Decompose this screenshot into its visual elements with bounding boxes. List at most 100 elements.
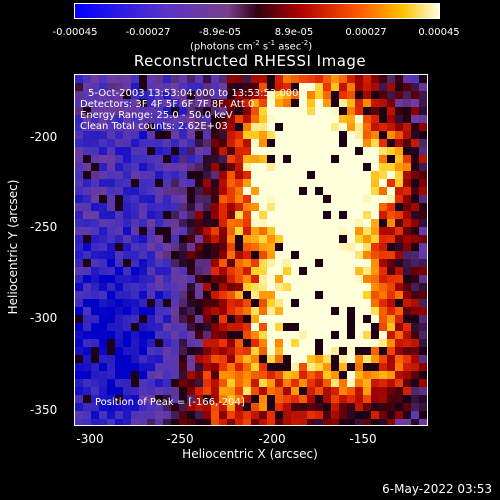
- image-pixel: [123, 227, 132, 236]
- image-pixel: [387, 147, 396, 156]
- image-pixel: [155, 339, 164, 348]
- image-pixel: [363, 339, 372, 348]
- image-pixel: [355, 219, 364, 228]
- image-pixel: [219, 259, 228, 268]
- image-pixel: [411, 355, 420, 364]
- image-pixel: [299, 299, 308, 308]
- image-pixel: [163, 179, 172, 188]
- image-pixel: [107, 227, 116, 236]
- image-pixel: [123, 203, 132, 212]
- image-pixel: [419, 355, 427, 364]
- image-pixel: [131, 227, 140, 236]
- image-pixel: [387, 395, 396, 404]
- image-pixel: [331, 387, 340, 396]
- image-pixel: [363, 387, 372, 396]
- image-pixel: [323, 331, 332, 340]
- image-pixel: [123, 179, 132, 188]
- image-pixel: [307, 235, 316, 244]
- image-pixel: [195, 347, 204, 356]
- image-pixel: [419, 195, 427, 204]
- image-pixel: [347, 243, 356, 252]
- image-pixel: [259, 395, 268, 404]
- image-pixel: [403, 291, 412, 300]
- image-pixel: [291, 75, 300, 84]
- image-pixel: [347, 411, 356, 420]
- image-pixel: [323, 115, 332, 124]
- image-pixel: [251, 187, 260, 196]
- image-pixel: [419, 147, 427, 156]
- image-pixel: [171, 267, 180, 276]
- image-pixel: [107, 195, 116, 204]
- image-pixel: [83, 371, 92, 380]
- image-pixel: [155, 227, 164, 236]
- image-pixel: [371, 291, 380, 300]
- image-pixel: [99, 387, 108, 396]
- image-pixel: [219, 187, 228, 196]
- image-pixel: [347, 387, 356, 396]
- image-pixel: [179, 379, 188, 388]
- image-pixel: [219, 363, 228, 372]
- image-pixel: [83, 379, 92, 388]
- image-pixel: [155, 171, 164, 180]
- image-pixel: [75, 267, 84, 276]
- image-pixel: [179, 347, 188, 356]
- image-pixel: [315, 219, 324, 228]
- image-pixel: [347, 115, 356, 124]
- image-pixel: [411, 419, 420, 425]
- image-pixel: [251, 147, 260, 156]
- image-pixel: [123, 387, 132, 396]
- image-pixel: [91, 163, 100, 172]
- image-pixel: [91, 371, 100, 380]
- image-pixel: [227, 171, 236, 180]
- image-pixel: [131, 179, 140, 188]
- image-pixel: [115, 251, 124, 260]
- image-pixel: [83, 307, 92, 316]
- image-pixel: [219, 243, 228, 252]
- image-pixel: [307, 403, 316, 412]
- image-pixel: [299, 139, 308, 148]
- image-pixel: [379, 411, 388, 420]
- image-pixel: [227, 323, 236, 332]
- image-pixel: [403, 251, 412, 260]
- image-pixel: [395, 419, 404, 425]
- image-pixel: [283, 411, 292, 420]
- image-pixel: [139, 419, 148, 425]
- image-pixel: [379, 147, 388, 156]
- image-pixel: [139, 219, 148, 228]
- image-pixel: [403, 123, 412, 132]
- image-pixel: [283, 131, 292, 140]
- image-pixel: [99, 227, 108, 236]
- image-pixel: [419, 403, 427, 412]
- image-pixel: [83, 283, 92, 292]
- image-pixel: [75, 283, 84, 292]
- image-pixel: [83, 219, 92, 228]
- image-pixel: [115, 203, 124, 212]
- image-pixel: [99, 243, 108, 252]
- image-pixel: [347, 395, 356, 404]
- image-pixel: [131, 275, 140, 284]
- image-pixel: [107, 299, 116, 308]
- image-pixel: [155, 395, 164, 404]
- image-pixel: [75, 251, 84, 260]
- image-pixel: [147, 371, 156, 380]
- image-pixel: [291, 331, 300, 340]
- image-pixel: [195, 187, 204, 196]
- image-pixel: [163, 307, 172, 316]
- image-pixel: [411, 379, 420, 388]
- image-pixel: [291, 363, 300, 372]
- image-pixel: [235, 187, 244, 196]
- image-pixel: [363, 107, 372, 116]
- image-pixel: [275, 299, 284, 308]
- image-pixel: [139, 323, 148, 332]
- image-pixel: [387, 323, 396, 332]
- image-pixel: [131, 243, 140, 252]
- image-pixel: [243, 355, 252, 364]
- image-pixel: [371, 363, 380, 372]
- image-pixel: [347, 187, 356, 196]
- image-pixel: [331, 147, 340, 156]
- image-pixel: [203, 267, 212, 276]
- image-pixel: [99, 131, 108, 140]
- image-pixel: [347, 203, 356, 212]
- image-pixel: [75, 259, 84, 268]
- image-pixel: [403, 347, 412, 356]
